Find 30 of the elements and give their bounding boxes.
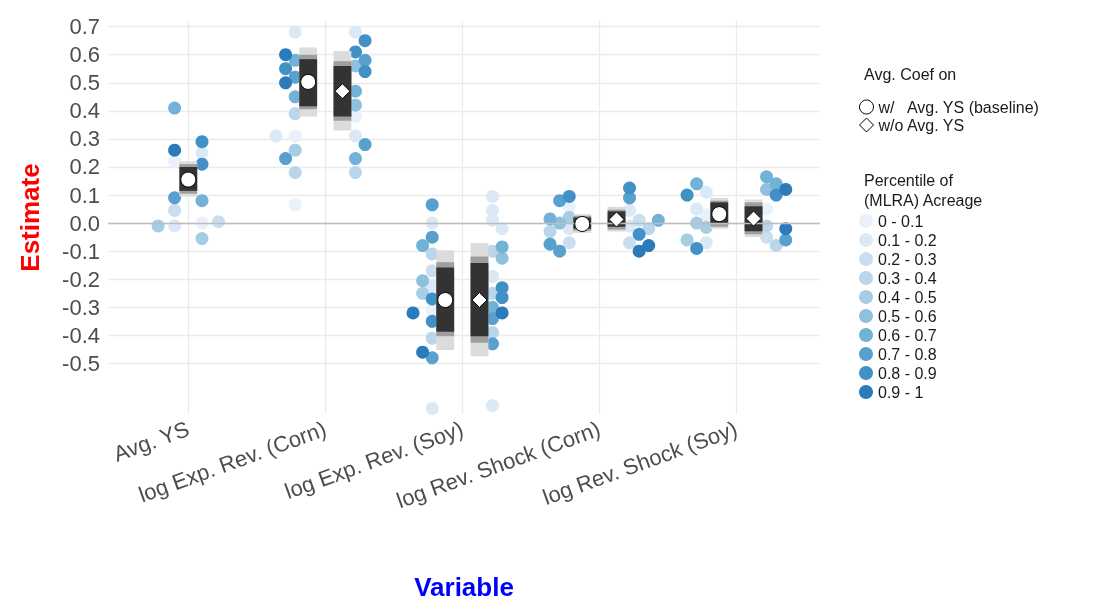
legend-label: w/o Avg. YS <box>877 116 965 134</box>
legend-label: 0.2 - 0.3 <box>878 250 937 268</box>
legend-label: w/ Avg. YS (baseline) <box>877 98 1039 116</box>
legend-label: 0.3 - 0.4 <box>878 269 937 287</box>
y-tick-label: 0.2 <box>69 154 100 180</box>
y-axis-title: Estimate <box>15 163 45 272</box>
y-tick-label: 0.7 <box>69 14 100 40</box>
legend-label: 0.5 - 0.6 <box>878 307 937 325</box>
x-tick-label: Avg. YS <box>110 416 193 467</box>
y-tick-label: 0.1 <box>69 182 100 208</box>
y-tick-label: 0.6 <box>69 42 100 68</box>
legend-title: Avg. Coef on <box>864 65 957 83</box>
y-tick-label: -0.4 <box>62 322 100 348</box>
y-tick-label: -0.5 <box>62 350 100 376</box>
legend-label: 0.1 - 0.2 <box>878 231 937 249</box>
legend-label: 0 - 0.1 <box>878 212 924 230</box>
legend-label: 0.6 - 0.7 <box>878 326 937 344</box>
y-tick-label: -0.1 <box>62 238 100 264</box>
legend-label: 0.8 - 0.9 <box>878 364 937 382</box>
y-tick-label: 0.3 <box>69 126 100 152</box>
y-tick-label: 0.4 <box>69 98 100 124</box>
y-tick-label: 0.0 <box>69 210 100 236</box>
y-tick-label: 0.5 <box>69 70 100 96</box>
y-tick-label: -0.2 <box>62 266 100 292</box>
x-axis-title: Variable <box>414 572 514 602</box>
legend-label: 0.9 - 1 <box>878 383 924 401</box>
y-tick-label: -0.3 <box>62 294 100 320</box>
legend-label: 0.7 - 0.8 <box>878 345 937 363</box>
legend-label: 0.4 - 0.5 <box>878 288 937 306</box>
text: Percentile of (MLRA) Acreage <box>864 171 983 209</box>
